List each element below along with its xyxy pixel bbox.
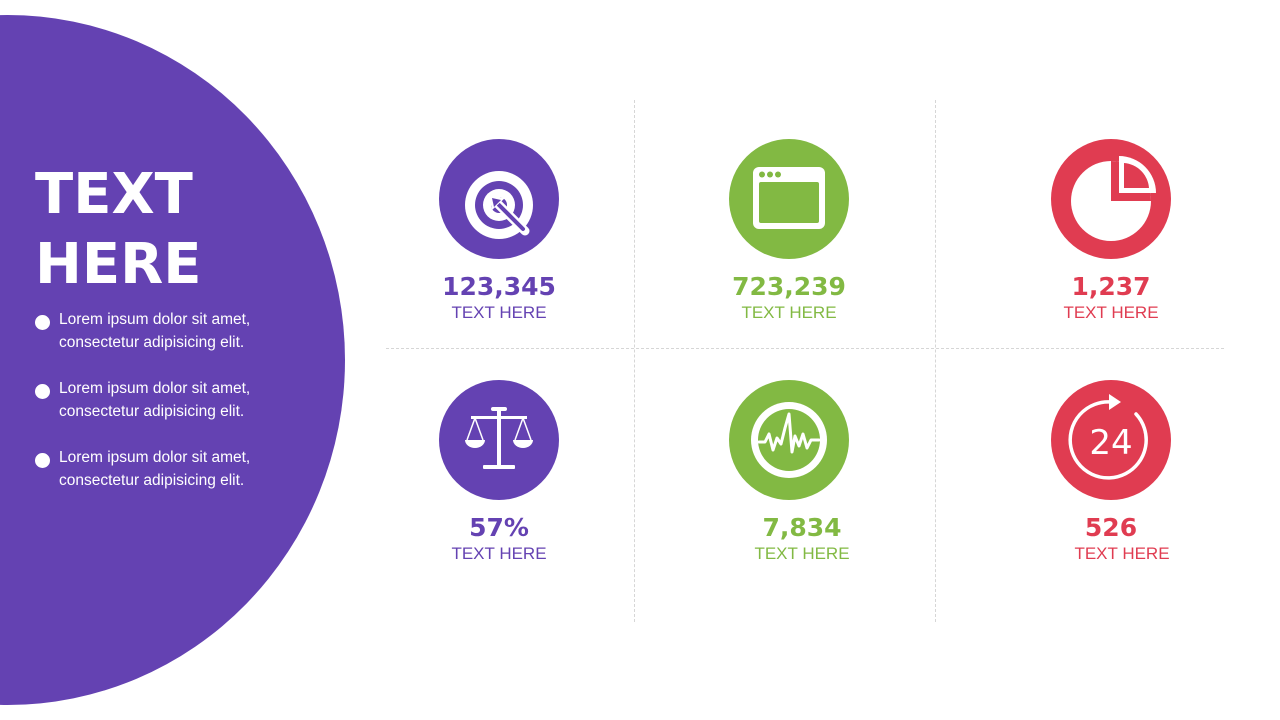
target-icon: [439, 139, 559, 259]
bullet-item: Lorem ipsum dolor sit amet, consectetur …: [35, 446, 295, 492]
bullet-line-2: consectetur adipisicing elit.: [59, 403, 245, 420]
bullet-line-2: consectetur adipisicing elit.: [59, 472, 245, 489]
stat-label: TEXT HERE: [1074, 544, 1170, 563]
stat-label: TEXT HERE: [754, 544, 850, 563]
stat-value: 123,345: [442, 272, 556, 301]
bullet-item: Lorem ipsum dolor sit amet, consectetur …: [35, 308, 295, 354]
stat-card: 723,239 TEXT HERE: [669, 139, 909, 324]
title-line-1: TEXT: [35, 162, 193, 227]
stat-value: 1,237: [1071, 272, 1151, 301]
stat-card: 24 526 TEXT HERE: [991, 380, 1231, 565]
left-title: TEXT HERE: [35, 160, 295, 300]
stat-card: 57% TEXT HERE: [379, 380, 619, 565]
stat-card: 7,834 TEXT HERE: [669, 380, 909, 565]
bullet-dot-icon: [35, 315, 50, 330]
stat-value: 526: [1084, 513, 1138, 542]
stat-value: 7,834: [762, 513, 842, 542]
waveform-icon: [729, 380, 849, 500]
bullet-list: Lorem ipsum dolor sit amet, consectetur …: [35, 308, 295, 492]
bullet-item: Lorem ipsum dolor sit amet, consectetur …: [35, 377, 295, 423]
grid-divider-horizontal: [386, 348, 1224, 349]
browser-window-icon: [729, 139, 849, 259]
stat-card: 1,237 TEXT HERE: [991, 139, 1231, 324]
stat-label: TEXT HERE: [1063, 303, 1159, 322]
stat-label: TEXT HERE: [741, 303, 837, 322]
bullet-line-1: Lorem ipsum dolor sit amet,: [59, 380, 251, 397]
stat-value: 57%: [469, 513, 529, 542]
grid-divider-vertical: [634, 100, 635, 622]
bullet-dot-icon: [35, 453, 50, 468]
24-hour-icon: 24: [1051, 380, 1171, 500]
bullet-line-2: consectetur adipisicing elit.: [59, 334, 245, 351]
grid-divider-vertical: [935, 100, 936, 622]
bullet-dot-icon: [35, 384, 50, 399]
icon-24-label: 24: [1089, 423, 1132, 463]
stat-card: 123,345 TEXT HERE: [379, 139, 619, 324]
bullet-line-1: Lorem ipsum dolor sit amet,: [59, 449, 251, 466]
stat-label: TEXT HERE: [451, 544, 547, 563]
scales-icon: [439, 380, 559, 500]
left-content: TEXT HERE Lorem ipsum dolor sit amet, co…: [35, 160, 295, 515]
pie-chart-icon: [1051, 139, 1171, 259]
stat-value: 723,239: [732, 272, 846, 301]
bullet-line-1: Lorem ipsum dolor sit amet,: [59, 311, 251, 328]
stat-label: TEXT HERE: [451, 303, 547, 322]
title-line-2: HERE: [35, 232, 202, 297]
